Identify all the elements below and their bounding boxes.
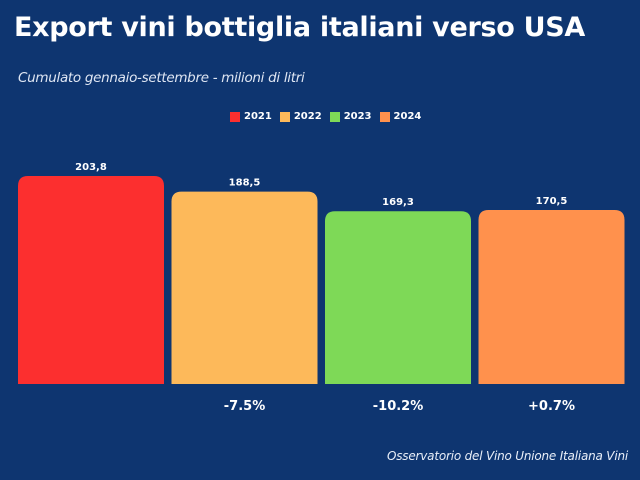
bar-2022 xyxy=(171,191,318,384)
legend-item-2024: 2024 xyxy=(379,111,422,122)
source-note: Osservatorio del Vino Unione Italiana Vi… xyxy=(387,449,628,463)
legend-swatch xyxy=(230,111,240,122)
change-label: +0.7% xyxy=(528,399,575,414)
legend-item-2021: 2021 xyxy=(230,111,272,122)
value-label: 203,8 xyxy=(75,162,107,173)
value-label: 188,5 xyxy=(229,178,261,189)
bar-2021 xyxy=(18,176,164,384)
change-label: -7.5% xyxy=(224,399,265,414)
value-label: 170,5 xyxy=(536,196,568,207)
bar-2023 xyxy=(325,211,471,384)
bar-2024 xyxy=(478,209,625,384)
legend-swatch xyxy=(329,111,340,122)
value-label: 169,3 xyxy=(382,197,414,208)
legend: 2021 2022 2023 2024 xyxy=(230,111,429,122)
chart-subtitle: Cumulato gennaio-settembre - milioni di … xyxy=(18,70,305,86)
legend-label: 2022 xyxy=(293,111,322,122)
change-label: -10.2% xyxy=(373,399,424,414)
legend-label: 2024 xyxy=(393,111,422,122)
legend-label: 2021 xyxy=(244,111,272,122)
legend-label: 2023 xyxy=(343,111,372,122)
legend-item-2022: 2022 xyxy=(279,111,322,122)
legend-swatch xyxy=(279,111,290,122)
legend-swatch xyxy=(379,111,390,122)
legend-item-2023: 2023 xyxy=(329,111,372,122)
chart-title: Export vini bottiglia italiani verso USA xyxy=(14,12,585,43)
